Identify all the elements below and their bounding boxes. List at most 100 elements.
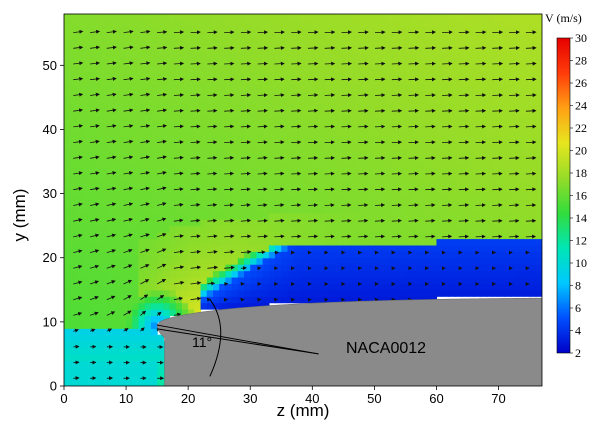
heatmap-cell (517, 174, 524, 182)
heatmap-cell (318, 296, 326, 304)
heatmap-cell (169, 84, 177, 92)
heatmap-cell (181, 283, 189, 291)
heatmap-cell (330, 97, 338, 105)
heatmap-cell (101, 321, 109, 329)
heatmap-cell (281, 97, 289, 105)
heatmap-cell (244, 232, 251, 240)
heatmap-cell (523, 52, 531, 60)
heatmap-cell (88, 206, 96, 214)
heatmap-cell (132, 244, 140, 252)
heatmap-cell (157, 373, 164, 381)
heatmap-cell (64, 334, 71, 342)
heatmap-cell (393, 283, 400, 291)
heatmap-cell (188, 84, 195, 92)
heatmap-cell (399, 123, 407, 131)
heatmap-cell (523, 71, 531, 79)
heatmap-cell (436, 212, 444, 220)
heatmap-cell (467, 26, 475, 34)
heatmap-cell (70, 39, 78, 47)
heatmap-cell (386, 174, 394, 182)
heatmap-cell (529, 244, 537, 252)
heatmap-cell (380, 270, 388, 278)
heatmap-cell (113, 97, 121, 105)
heatmap-cell (299, 135, 307, 143)
heatmap-cell (126, 225, 133, 233)
heatmap-cell (374, 238, 382, 246)
heatmap-cell (126, 65, 133, 73)
heatmap-cell (324, 39, 332, 47)
heatmap-cell (64, 193, 71, 201)
heatmap-cell (343, 219, 351, 227)
heatmap-cell (312, 219, 320, 227)
heatmap-cell (448, 206, 456, 214)
heatmap-cell (417, 257, 425, 265)
heatmap-cell (225, 302, 233, 310)
heatmap-cell (299, 270, 307, 278)
heatmap-cell (417, 244, 425, 252)
heatmap-cell (473, 289, 481, 297)
heatmap-cell (188, 219, 195, 227)
heatmap-cell (324, 129, 332, 137)
heatmap-cell (76, 244, 84, 252)
heatmap-cell (262, 135, 270, 143)
heatmap-cell (393, 46, 400, 54)
heatmap-cell (119, 206, 127, 214)
heatmap-cell (119, 238, 127, 246)
velocity-arrow (73, 202, 83, 207)
heatmap-cell (150, 103, 158, 111)
heatmap-cell (380, 148, 388, 156)
heatmap-cell (504, 20, 512, 28)
heatmap-cell (76, 161, 84, 169)
heatmap-cell (424, 167, 431, 175)
heatmap-cell (157, 14, 164, 22)
heatmap-cell (144, 276, 152, 284)
heatmap-cell (318, 14, 326, 22)
heatmap-cell (119, 315, 127, 323)
velocity-arrow (207, 45, 218, 50)
heatmap-cell (393, 212, 400, 220)
heatmap-cell (535, 71, 542, 79)
heatmap-cell (306, 26, 313, 34)
heatmap-cell (399, 52, 407, 60)
heatmap-cell (461, 212, 469, 220)
heatmap-cell (107, 200, 115, 208)
heatmap-cell (88, 26, 96, 34)
heatmap-cell (517, 180, 524, 188)
heatmap-cell (144, 71, 152, 79)
colorbar-tick-label: 20 (575, 144, 587, 158)
heatmap-cell (424, 84, 431, 92)
heatmap-cell (349, 78, 357, 86)
heatmap-cell (479, 135, 487, 143)
heatmap-cell (455, 155, 462, 163)
heatmap-cell (219, 65, 226, 73)
heatmap-cell (169, 174, 177, 182)
colorbar-tick-label: 8 (575, 279, 581, 293)
heatmap-cell (337, 232, 344, 240)
heatmap-cell (492, 244, 500, 252)
heatmap-cell (411, 14, 419, 22)
heatmap-cell (417, 238, 425, 246)
heatmap-cell (405, 103, 413, 111)
heatmap-cell (132, 353, 140, 361)
heatmap-cell (101, 296, 109, 304)
heatmap-cell (318, 200, 326, 208)
heatmap-cell (132, 341, 140, 349)
heatmap-cell (436, 161, 444, 169)
velocity-arrow (90, 76, 100, 81)
heatmap-cell (88, 142, 96, 150)
heatmap-cell (349, 283, 357, 291)
heatmap-cell (411, 270, 419, 278)
heatmap-cell (492, 78, 500, 86)
heatmap-cell (306, 78, 313, 86)
heatmap-cell (101, 309, 109, 317)
heatmap-cell (82, 20, 90, 28)
heatmap-cell (212, 52, 220, 60)
heatmap-cell (361, 129, 369, 137)
heatmap-cell (76, 238, 84, 246)
heatmap-cell (200, 78, 208, 86)
heatmap-cell (517, 65, 524, 73)
heatmap-cell (473, 46, 481, 54)
heatmap-cell (461, 90, 469, 98)
heatmap-cell (200, 302, 208, 310)
velocity-arrow (475, 124, 487, 129)
